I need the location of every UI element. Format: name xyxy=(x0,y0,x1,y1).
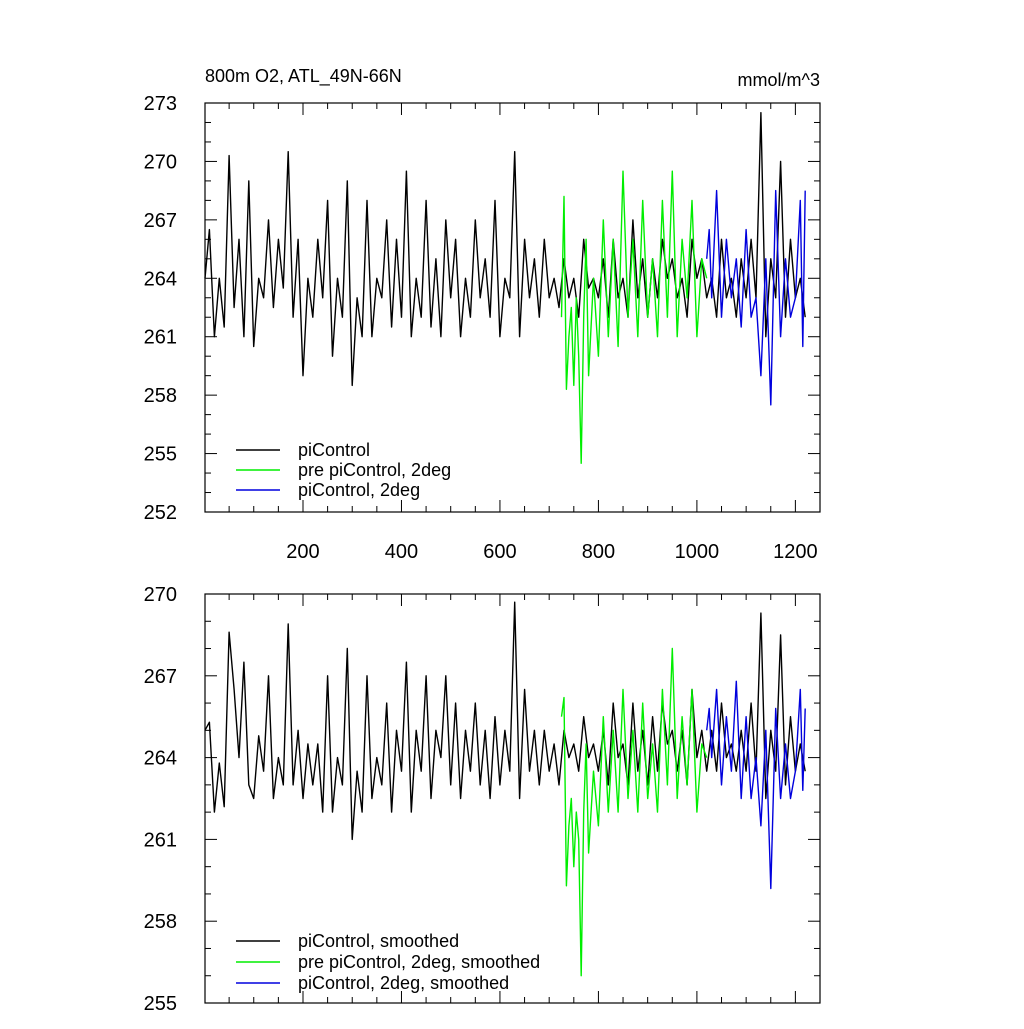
y-tick-label: 264 xyxy=(144,268,177,290)
x-tick-label: 1000 xyxy=(675,541,720,563)
series-line-3 xyxy=(706,680,806,890)
y-tick-label: 270 xyxy=(144,151,177,173)
y-tick-label: 267 xyxy=(144,210,177,232)
series-line-2 xyxy=(560,647,708,977)
y-tick-label: 255 xyxy=(144,444,177,466)
y-tick-label: 255 xyxy=(144,993,177,1015)
series-line-1 xyxy=(204,112,806,387)
y-tick-label: 267 xyxy=(144,666,177,688)
plot-frame xyxy=(204,593,821,1004)
plot-frame xyxy=(204,102,821,513)
y-tick-label: 252 xyxy=(144,502,177,524)
x-tick-label: 600 xyxy=(483,541,516,563)
units-label: mmol/m^3 xyxy=(738,70,820,90)
y-tick-label: 273 xyxy=(144,93,177,115)
legend-label: piControl xyxy=(298,440,370,460)
series-line-2 xyxy=(560,170,708,464)
y-tick-label: 261 xyxy=(144,327,177,349)
x-tick-label: 400 xyxy=(385,541,418,563)
y-tick-label: 270 xyxy=(144,584,177,606)
y-tick-label: 261 xyxy=(144,829,177,851)
legend-label: piControl, 2deg, smoothed xyxy=(298,973,509,993)
legend-label: pre piControl, 2deg, smoothed xyxy=(298,952,540,972)
legend-label: piControl, 2deg xyxy=(298,480,420,500)
legend-label: pre piControl, 2deg xyxy=(298,460,451,480)
x-tick-label: 1200 xyxy=(773,541,818,563)
y-tick-label: 258 xyxy=(144,911,177,933)
x-tick-label: 200 xyxy=(286,541,319,563)
y-tick-label: 264 xyxy=(144,748,177,770)
series-line-3 xyxy=(706,189,806,406)
x-tick-label: 800 xyxy=(582,541,615,563)
bottom-panel: 255 258 261 264 267 270 piControl, smoothedpre… xyxy=(144,584,821,1015)
series-line-1 xyxy=(204,601,806,841)
legend-label: piControl, smoothed xyxy=(298,931,459,951)
y-tick-label: 258 xyxy=(144,385,177,407)
chart-title: 800m O2, ATL_49N-66N xyxy=(205,66,402,87)
top-panel: 252 255 258 261 264 267 270 273 200 400 600 800 1000… xyxy=(144,66,821,563)
